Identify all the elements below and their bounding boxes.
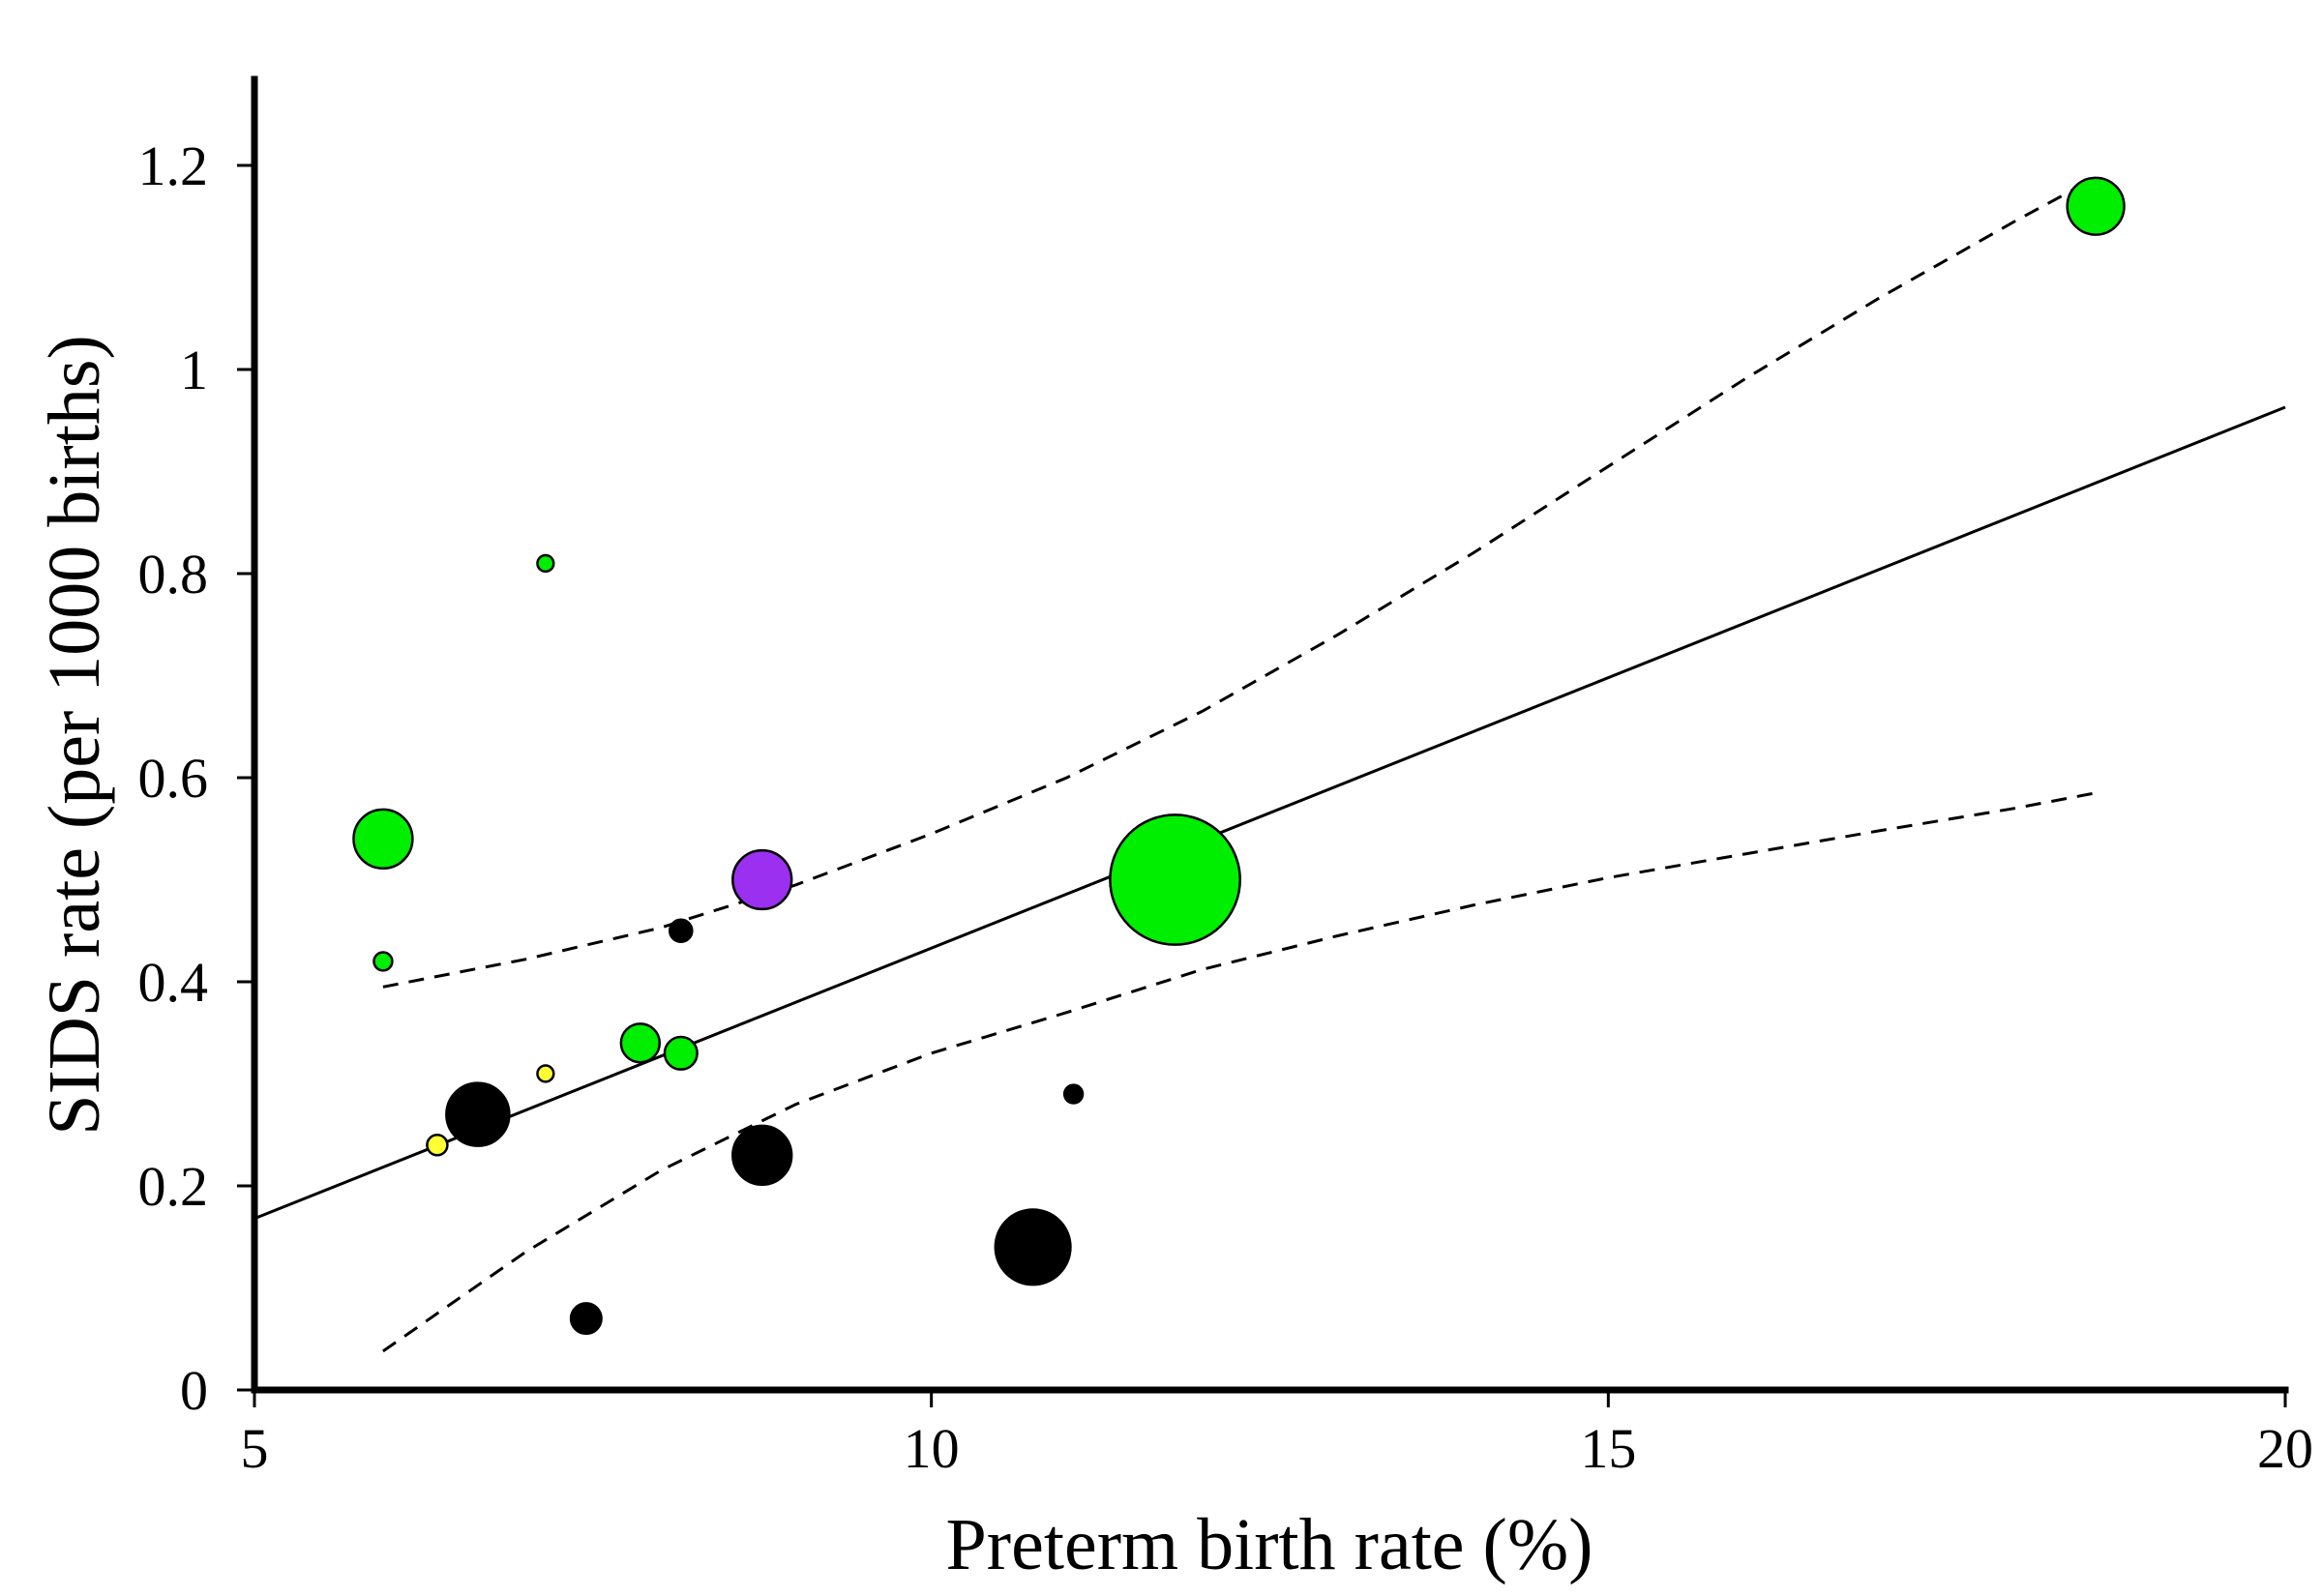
x-tick-label: 10 — [904, 1417, 960, 1480]
data-point — [1062, 1083, 1085, 1105]
data-point — [663, 1035, 699, 1071]
data-point — [569, 1302, 603, 1336]
data-point — [731, 1124, 793, 1187]
data-points — [352, 176, 2126, 1336]
fit-lines — [253, 176, 2286, 1353]
y-tick-label: 1.2 — [138, 134, 209, 197]
axes — [251, 75, 2289, 1394]
data-point — [994, 1208, 1072, 1286]
data-point — [1109, 813, 1241, 946]
data-point — [619, 1022, 662, 1064]
x-tick-label: 15 — [1580, 1417, 1636, 1480]
y-tick-label: 0.8 — [138, 543, 209, 606]
upper-confidence-line — [382, 176, 2097, 989]
y-tick-label: 1 — [180, 339, 208, 401]
y-tick-label: 0 — [180, 1359, 208, 1422]
data-point — [372, 951, 394, 972]
x-tick-label: 20 — [2257, 1417, 2313, 1480]
data-point — [445, 1081, 511, 1147]
y-tick-label: 0.6 — [138, 747, 209, 810]
x-tick-label: 5 — [241, 1417, 269, 1480]
data-point — [2066, 176, 2126, 236]
y-tick-label: 0.2 — [138, 1155, 209, 1218]
ticks: 5 10 15 20 0 0.2 0.4 0.6 0.8 1 1.2 — [138, 134, 2314, 1480]
data-point — [352, 808, 414, 870]
data-point — [536, 1064, 555, 1083]
y-axis-title: SIDS rate (per 1000 births) — [34, 335, 115, 1135]
data-point — [536, 553, 555, 574]
data-point — [668, 918, 694, 944]
x-axis-title: Preterm birth rate (%) — [946, 1504, 1593, 1585]
lower-confidence-line — [382, 791, 2097, 1353]
y-tick-label: 0.4 — [138, 951, 209, 1014]
data-point — [731, 848, 793, 911]
regression-line — [253, 405, 2286, 1221]
data-point — [426, 1134, 449, 1157]
